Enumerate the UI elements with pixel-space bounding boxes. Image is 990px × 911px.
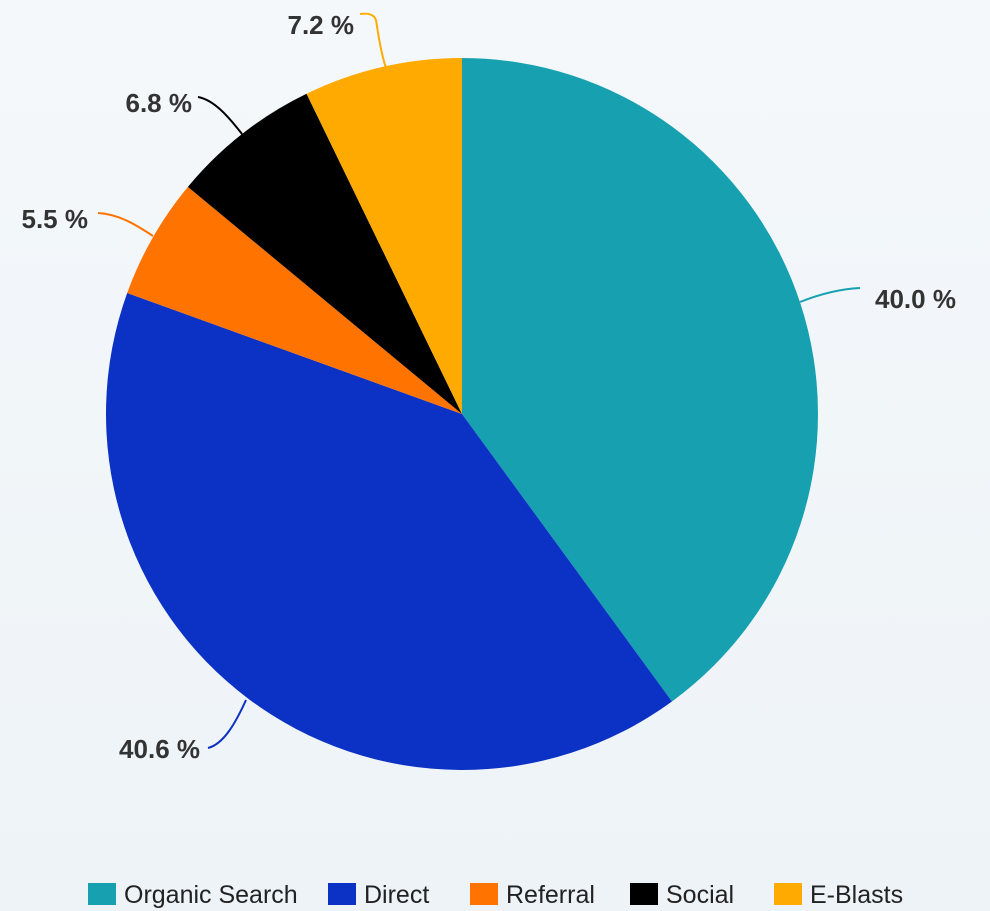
legend-item: E-Blasts	[774, 881, 903, 909]
leader-line	[799, 287, 861, 303]
legend-swatch	[774, 883, 802, 905]
slice-label: 7.2 %	[288, 10, 355, 40]
legend-swatch	[470, 883, 498, 905]
leader-line	[97, 212, 154, 237]
legend-label: Social	[666, 881, 734, 909]
leader-lines	[97, 12, 861, 749]
legend-item: Referral	[470, 881, 595, 909]
slice-social	[187, 93, 462, 415]
slice-e-blasts	[306, 58, 462, 414]
legend-label: E-Blasts	[810, 881, 903, 909]
legend-item: Social	[630, 881, 734, 909]
leader-line	[359, 12, 387, 69]
legend-item: Organic Search	[88, 881, 298, 909]
slice-organic-search	[462, 58, 818, 702]
legend-item: Direct	[328, 881, 429, 909]
legend-label: Direct	[364, 881, 429, 909]
slice-label: 40.6 %	[119, 734, 200, 764]
leader-line	[207, 699, 247, 749]
legend-label: Referral	[506, 881, 595, 909]
legend-swatch	[328, 883, 356, 905]
legend: Organic Search Direct Referral Social E-Blas…	[88, 881, 903, 909]
slice-referral	[127, 186, 462, 414]
slice-label: 40.0 %	[875, 284, 956, 314]
legend-swatch	[630, 883, 658, 905]
leader-line	[197, 96, 243, 135]
legend-label: Organic Search	[124, 881, 298, 909]
slice-label: 5.5 %	[22, 204, 89, 234]
slice-labels: 40.0 % 40.6 % 5.5 % 6.8 % 7.2 %	[22, 10, 956, 764]
slice-label: 6.8 %	[126, 88, 193, 118]
slices	[105, 58, 818, 770]
legend-swatch	[88, 883, 116, 905]
slice-direct	[105, 293, 672, 770]
